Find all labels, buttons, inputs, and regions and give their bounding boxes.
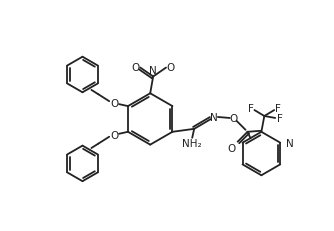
Text: N: N [286,138,294,148]
Text: NH₂: NH₂ [182,138,202,148]
Text: O: O [110,99,118,109]
Text: F: F [247,104,254,114]
Text: F: F [275,104,281,114]
Text: N: N [210,112,218,122]
Text: O: O [131,62,140,72]
Text: O: O [110,130,118,140]
Text: N: N [149,66,157,76]
Text: O: O [229,113,238,123]
Text: F: F [277,113,283,123]
Text: O: O [227,143,236,153]
Text: O: O [167,62,175,72]
